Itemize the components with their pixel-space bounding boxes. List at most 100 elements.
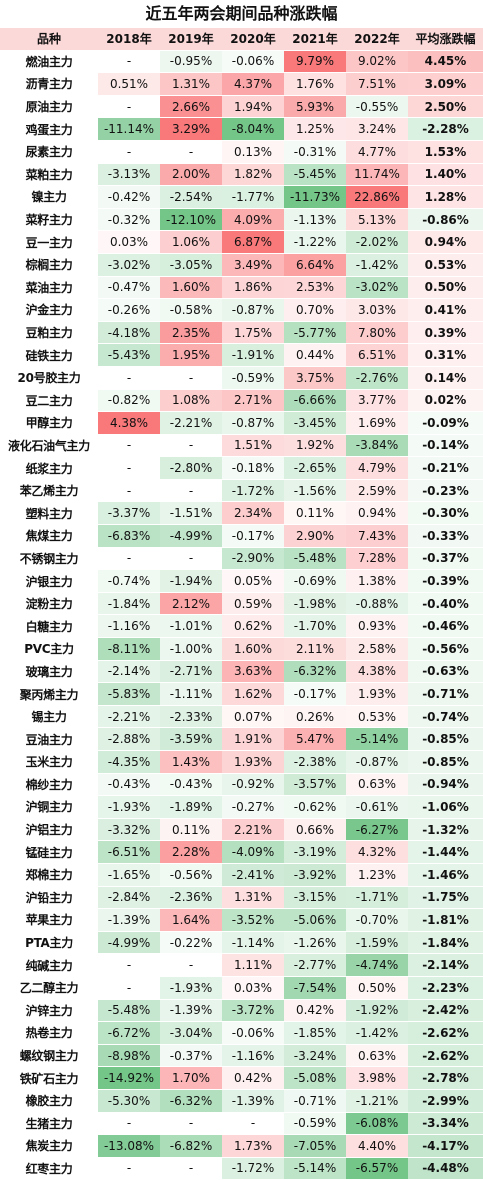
table-row: 苹果主力 -1.39% 1.64% -3.52% -5.06% -0.70% -1.81% (0, 908, 483, 932)
value-cell: 0.11% (284, 501, 346, 526)
value-cell: 2.66% (160, 95, 222, 119)
value-cell: 1.62% (222, 682, 284, 706)
value-cell: - (98, 953, 160, 977)
average-cell: -2.23% (408, 976, 483, 1000)
value-cell: 0.42% (284, 999, 346, 1023)
variety-cell: 尿素主力 (0, 140, 98, 164)
value-cell: 4.79% (346, 456, 408, 480)
value-cell: -1.70% (284, 614, 346, 639)
average-cell: -2.28% (408, 117, 483, 141)
value-cell: -0.37% (160, 1044, 222, 1068)
value-cell: -3.37% (98, 501, 160, 526)
table-row: 锰硅主力 -6.51% 2.28% -4.09% -3.19% 4.32% -1.44% (0, 840, 483, 864)
average-cell: 3.09% (408, 72, 483, 96)
value-cell: 7.28% (346, 547, 408, 571)
value-cell: 1.75% (222, 321, 284, 345)
value-cell: 1.76% (284, 72, 346, 96)
variety-cell: 豆一主力 (0, 230, 98, 254)
value-cell: -6.51% (98, 840, 160, 864)
variety-cell: 纯碱主力 (0, 953, 98, 977)
value-cell: -0.55% (346, 95, 408, 119)
value-cell: -1.98% (284, 592, 346, 616)
table-row: 尿素主力 - -0.13% -0.31% 4.77% 1.53% (0, 140, 483, 164)
value-cell: -3.19% (284, 840, 346, 864)
header-year: 2018年 (98, 28, 160, 51)
table-row: 硅铁主力 -5.43% 1.95% -1.91% 0.44% 6.51% 0.31% (0, 343, 483, 367)
value-cell: -0.22% (160, 931, 222, 955)
value-cell: -2.02% (346, 230, 408, 254)
value-cell: -1.01% (160, 614, 222, 639)
value-cell: 4.77% (346, 140, 408, 164)
value-cell: -1.39% (222, 1089, 284, 1113)
variety-cell: 玉米主力 (0, 750, 98, 774)
variety-cell: 苹果主力 (0, 908, 98, 932)
average-cell: -0.94% (408, 773, 483, 797)
value-cell: -1.94% (160, 569, 222, 593)
variety-cell: 鸡蛋主力 (0, 117, 98, 141)
average-cell: -1.32% (408, 818, 483, 842)
value-cell: -1.39% (160, 999, 222, 1023)
value-cell: 1.31% (160, 72, 222, 96)
variety-cell: 豆油主力 (0, 727, 98, 751)
value-cell: 2.28% (160, 840, 222, 864)
header-year: 2020年 (222, 28, 284, 51)
average-cell: 0.39% (408, 321, 483, 345)
value-cell: -0.06% (222, 50, 284, 74)
average-cell: 0.41% (408, 298, 483, 322)
table-row: 菜籽主力 -0.32% -12.10% 4.09% -1.13% 5.13% -0.86% (0, 208, 483, 232)
value-cell: -4.99% (160, 524, 222, 548)
value-cell: -2.90% (222, 547, 284, 571)
variety-cell: 棉纱主力 (0, 773, 98, 797)
value-cell: 1.86% (222, 276, 284, 300)
value-cell: 0.42% (222, 1066, 284, 1090)
value-cell: -8.11% (98, 637, 160, 661)
value-cell: -5.48% (284, 547, 346, 571)
value-cell: 2.35% (160, 321, 222, 345)
variety-cell: 棕榈主力 (0, 253, 98, 277)
value-cell: 0.07% (222, 705, 284, 729)
value-cell: -1.16% (222, 1044, 284, 1068)
value-cell: -1.59% (346, 931, 408, 955)
table-row: 棉纱主力 -0.43% -0.43% -0.92% -3.57% 0.63% -0.94% (0, 773, 483, 797)
table-row: 铁矿石主力 -14.92% 1.70% 0.42% -5.08% 3.98% -2.78% (0, 1066, 483, 1090)
average-cell: 1.40% (408, 163, 483, 187)
value-cell: -0.92% (222, 773, 284, 797)
value-cell: -1.11% (160, 682, 222, 706)
value-cell: 4.09% (222, 208, 284, 232)
value-cell: -0.87% (222, 411, 284, 435)
variety-cell: 菜粕主力 (0, 163, 98, 187)
value-cell: -3.57% (284, 773, 346, 797)
value-cell: -14.92% (98, 1066, 160, 1090)
variety-cell: 淀粉主力 (0, 592, 98, 616)
average-cell: 0.31% (408, 343, 483, 367)
value-cell: 1.64% (160, 908, 222, 932)
table-row: 豆粕主力 -4.18% 2.35% 1.75% -5.77% 7.80% 0.39% (0, 321, 483, 345)
value-cell: 1.38% (346, 569, 408, 593)
average-cell: 0.53% (408, 253, 483, 277)
value-cell: -0.62% (284, 795, 346, 819)
value-cell: 7.80% (346, 321, 408, 345)
average-cell: -2.42% (408, 999, 483, 1023)
value-cell: -1.22% (284, 230, 346, 254)
value-cell: 1.93% (346, 682, 408, 706)
value-cell: -3.04% (160, 1021, 222, 1045)
variety-cell: 锡主力 (0, 705, 98, 729)
table-row: 热卷主力 -6.72% -3.04% -0.06% -1.85% -1.42% -2.62% (0, 1021, 483, 1045)
table-body: 燃油主力 - -0.95% -0.06% 9.79% 9.02% 4.45% 沥青主力 0.51… (0, 50, 483, 1180)
value-cell: -6.66% (284, 389, 346, 413)
value-cell: -5.48% (98, 999, 160, 1023)
value-cell: - (98, 976, 160, 1000)
value-cell: -5.43% (98, 343, 160, 367)
value-cell: 1.95% (160, 343, 222, 367)
value-cell: -3.72% (222, 999, 284, 1023)
variety-cell: 白糖主力 (0, 614, 98, 639)
variety-cell: 液化石油气主力 (0, 434, 98, 458)
header-variety: 品种 (0, 28, 98, 51)
table-row: 乙二醇主力 - -1.93% 0.03% -7.54% 0.50% -2.23% (0, 976, 483, 1000)
value-cell: -1.84% (98, 592, 160, 616)
table-row: 锡主力 -2.21% -2.33% 0.07% 0.26% 0.53% -0.74% (0, 705, 483, 729)
average-cell: -4.48% (408, 1157, 483, 1180)
average-cell: -0.46% (408, 614, 483, 639)
value-cell: 0.53% (346, 705, 408, 729)
value-cell: -1.14% (222, 931, 284, 955)
